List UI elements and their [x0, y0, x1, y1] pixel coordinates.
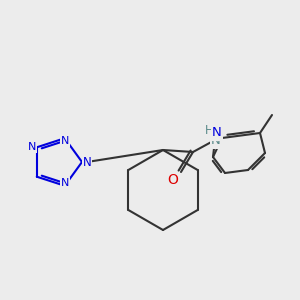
Text: N: N: [61, 136, 69, 146]
Text: N: N: [211, 134, 221, 148]
Text: H: H: [205, 124, 213, 137]
Text: N: N: [212, 127, 222, 140]
Text: N: N: [61, 178, 69, 188]
Text: N: N: [28, 142, 36, 152]
Text: O: O: [168, 173, 178, 187]
Text: N: N: [82, 155, 91, 169]
